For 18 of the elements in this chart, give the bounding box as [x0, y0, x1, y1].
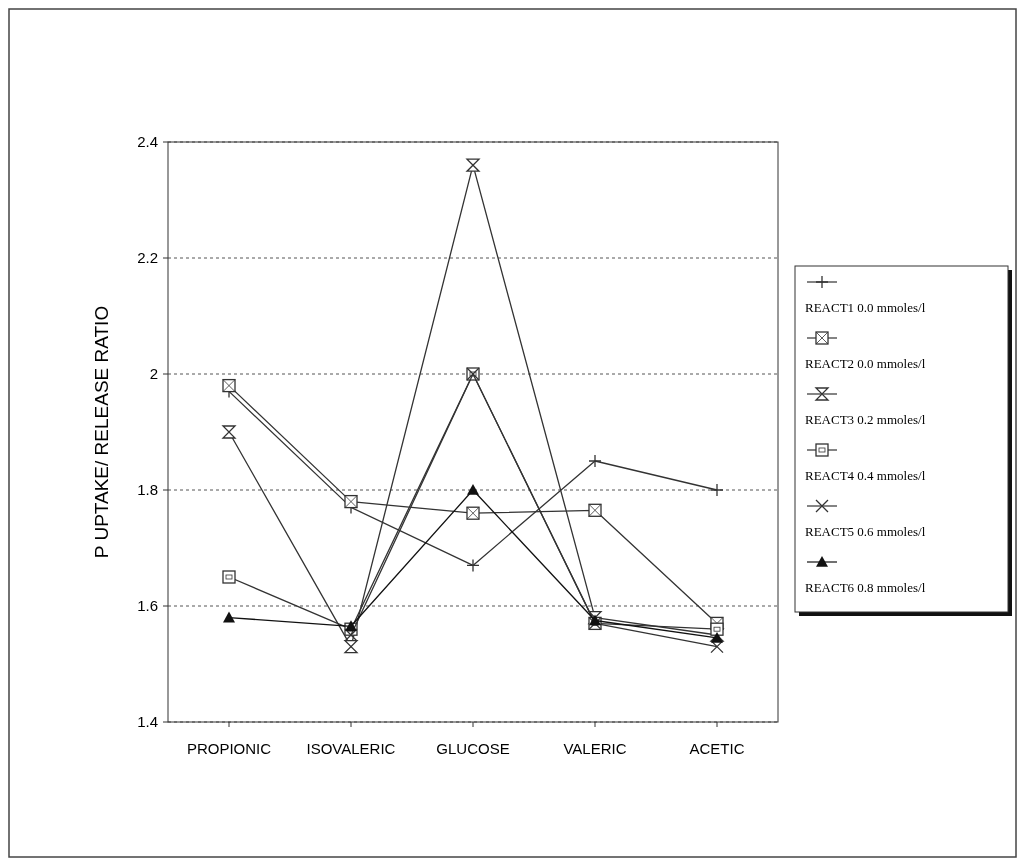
x-tick-label: ISOVALERIC — [306, 740, 396, 757]
y-tick-label: 1.8 — [137, 481, 158, 499]
legend-label: REACT6 0.8 mmoles/l — [805, 580, 926, 595]
legend-label: REACT3 0.2 mmoles/l — [805, 412, 926, 427]
x-tick-label: PROPIONIC — [186, 740, 272, 757]
x-tick-label: GLUCOSE — [436, 740, 510, 757]
legend-label: REACT5 0.6 mmoles/l — [805, 524, 926, 539]
x-tick-label: VALERIC — [563, 740, 627, 757]
y-axis-title: P UPTAKE/ RELEASE RATIO — [91, 305, 112, 559]
legend-label: REACT1 0.0 mmoles/l — [805, 300, 926, 315]
y-tick-label: 1.6 — [137, 597, 158, 615]
legend-label: REACT2 0.0 mmoles/l — [805, 356, 926, 371]
y-tick-label: 2 — [149, 365, 158, 383]
y-tick-label: 1.4 — [137, 713, 158, 731]
x-tick-label: ACETIC — [689, 740, 745, 757]
y-tick-label: 2.2 — [137, 249, 158, 267]
y-tick-label: 2.4 — [137, 133, 158, 151]
legend-label: REACT4 0.4 mmoles/l — [805, 468, 926, 483]
